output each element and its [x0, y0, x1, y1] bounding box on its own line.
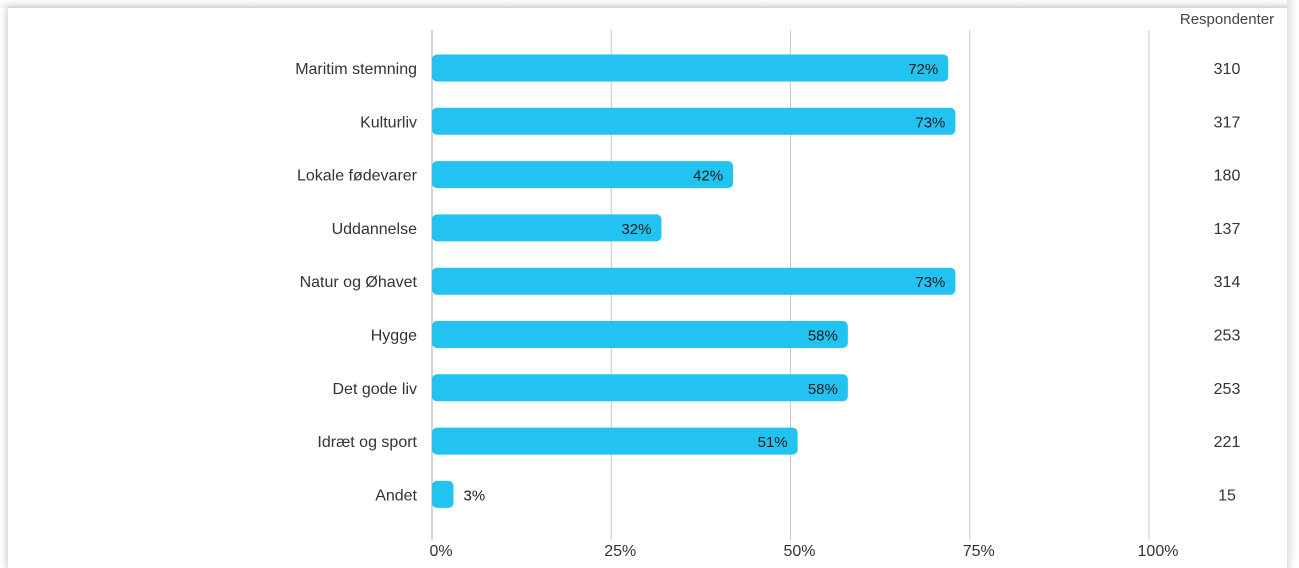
bar: [432, 161, 734, 189]
page-right-edge: [1287, 0, 1299, 559]
bar: [432, 427, 798, 455]
value-label: 73%: [915, 274, 945, 291]
category-label: Andet: [375, 487, 417, 504]
page-top-edge: [0, 0, 1299, 8]
respondent-count: 253: [1214, 328, 1241, 345]
bars: [432, 54, 956, 508]
respondent-count: 221: [1214, 434, 1241, 451]
value-label: 58%: [808, 381, 838, 398]
x-tick-label: 100%: [1138, 543, 1179, 559]
respondent-count: 253: [1214, 381, 1241, 398]
bar: [432, 54, 949, 82]
respondents-header: Respondenter: [1180, 11, 1274, 28]
bar: [432, 214, 662, 242]
value-label: 3%: [464, 487, 486, 504]
x-tick-label: 25%: [604, 543, 636, 559]
bar: [432, 321, 848, 348]
category-label: Kulturliv: [360, 114, 417, 131]
category-label: Idræt og sport: [317, 434, 417, 451]
bar: [432, 374, 848, 402]
x-tick-label: 75%: [963, 543, 995, 559]
category-label: Uddannelse: [332, 221, 418, 238]
bar: [432, 267, 956, 295]
respondent-count: 15: [1218, 487, 1236, 504]
respondent-count: 137: [1214, 221, 1241, 238]
value-label: 32%: [621, 221, 651, 238]
category-label: Lokale fødevarer: [297, 168, 418, 185]
respondent-count: 310: [1214, 61, 1241, 78]
value-label: 42%: [693, 168, 723, 185]
labels: 0% 25% 50% 75% 100% Maritim stemning 72% 310 Kul…: [295, 61, 1240, 559]
category-label: Hygge: [371, 328, 417, 345]
respondent-count: 314: [1214, 274, 1241, 291]
respondent-count: 317: [1214, 114, 1241, 131]
x-tick-label: 0%: [429, 543, 452, 559]
value-label: 73%: [915, 114, 945, 131]
value-label: 51%: [758, 434, 788, 451]
value-label: 72%: [908, 61, 938, 78]
value-label: 58%: [808, 328, 838, 345]
category-label: Natur og Øhavet: [300, 274, 418, 291]
category-label: Maritim stemning: [295, 61, 417, 78]
respondent-count: 180: [1214, 168, 1241, 185]
bar: [432, 480, 454, 508]
category-label: Det gode liv: [333, 381, 418, 398]
bar: [432, 107, 956, 135]
x-tick-label: 50%: [783, 543, 815, 559]
